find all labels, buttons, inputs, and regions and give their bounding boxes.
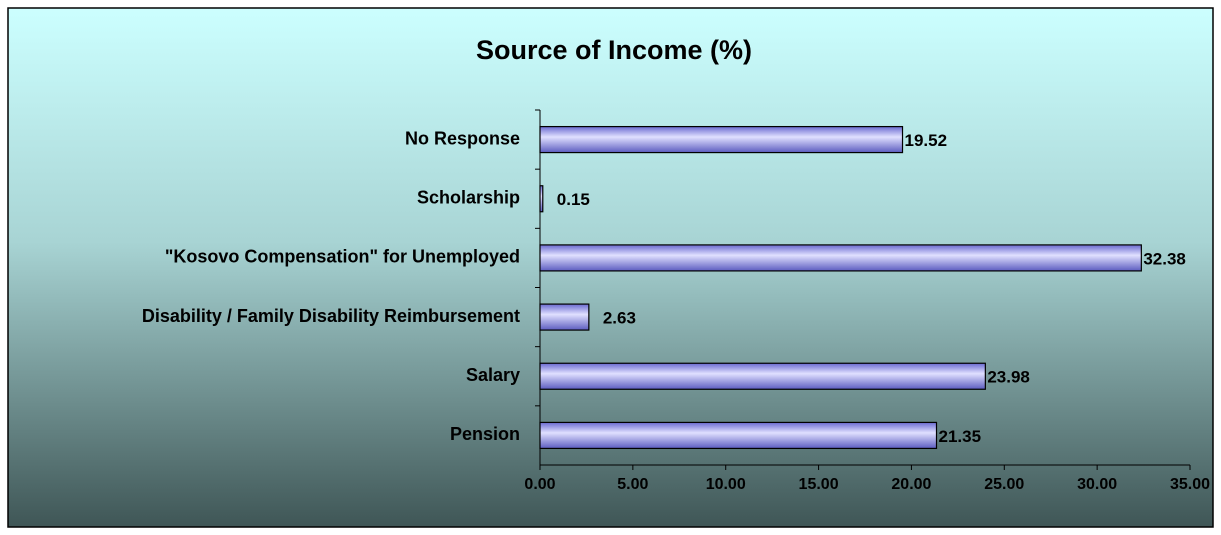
- chart-title: Source of Income (%): [476, 35, 752, 65]
- x-tick-label: 35.00: [1170, 476, 1210, 493]
- bar: [539, 125, 904, 154]
- bar: [539, 244, 1142, 272]
- y-tick-label: No Response: [405, 128, 520, 148]
- y-tick-label: Salary: [466, 365, 520, 385]
- y-tick-label: Disability / Family Disability Reimburse…: [142, 306, 520, 326]
- data-label: 0.15: [557, 190, 590, 209]
- y-tick-label: "Kosovo Compensation" for Unemployed: [165, 247, 520, 267]
- data-label: 23.98: [987, 368, 1030, 387]
- y-tick-label: Scholarship: [417, 188, 520, 208]
- x-tick-label: 10.00: [706, 476, 746, 493]
- x-tick-label: 0.00: [524, 476, 555, 493]
- data-label: 19.52: [905, 131, 948, 150]
- bar: [539, 421, 938, 450]
- x-tick-label: 25.00: [984, 476, 1024, 493]
- x-tick-label: 5.00: [617, 476, 648, 493]
- y-tick-label: Pension: [450, 424, 520, 444]
- x-tick-label: 30.00: [1077, 476, 1117, 493]
- x-tick-label: 20.00: [891, 476, 931, 493]
- x-tick-label: 15.00: [799, 476, 839, 493]
- bar: [539, 362, 986, 390]
- bar: [539, 303, 590, 331]
- data-label: 2.63: [603, 309, 636, 328]
- data-label: 32.38: [1143, 249, 1186, 268]
- bar: [539, 185, 544, 213]
- data-label: 21.35: [939, 427, 982, 446]
